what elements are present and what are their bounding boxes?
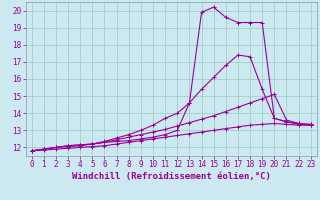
X-axis label: Windchill (Refroidissement éolien,°C): Windchill (Refroidissement éolien,°C): [72, 172, 271, 181]
